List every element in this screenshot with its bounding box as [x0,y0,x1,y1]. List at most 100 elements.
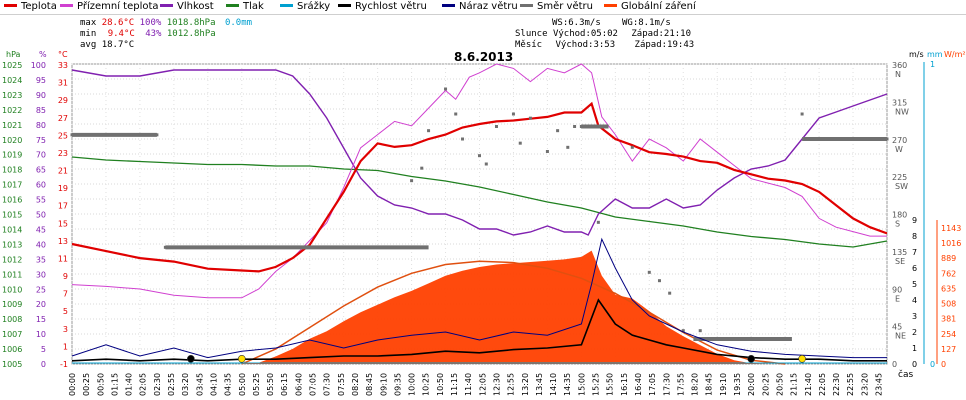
axis-x-tick: 14:35 [563,373,572,396]
axis-x-tick: 07:30 [323,373,332,396]
axis-pct-unit: % [39,50,47,59]
axis-wm2-tick: 254 [941,330,956,339]
legend-swatch [604,3,617,7]
axis-temp-tick: 3 [63,325,68,334]
stat-max: max 28.6°C 100% 1018.8hPa 0.0mm [80,18,252,28]
axis-wm2-unit: W/m² [944,50,966,59]
axis-x-tick: 19:35 [733,373,742,396]
axis-temp-tick: 5 [63,307,68,316]
axis-temp-unit: °C [58,50,68,59]
axis-hpa-tick: 1007 [2,330,22,339]
axis-hpa-tick: 1012 [2,255,22,264]
axis-hpa-tick: 1023 [2,91,22,100]
axis-x-tick: 13:45 [535,373,544,396]
stat-wg: WG:8.1m/s [622,18,671,28]
legend-swatch [280,3,293,7]
axis-x-tick: 06:15 [280,373,289,396]
axis-x-tick: 04:10 [209,373,218,396]
axis-pct-tick: 50 [36,211,46,220]
axis-x-tick: 16:40 [634,373,643,396]
series-smer-vetru-point [478,154,481,158]
axis-x-tick: 12:55 [507,373,516,396]
legend-item: Tlak [226,1,264,12]
stat-avg: avg 18.7°C [80,40,134,50]
stat-min-temp: 9.4°C [107,29,135,39]
axis-ms-tick: 2 [912,328,917,337]
series-smer-vetru-point [810,137,814,141]
legend-item: Vlhkost [160,1,214,12]
axis-x-tick: 20:25 [761,373,770,396]
axis-wm2-tick: 889 [941,254,956,263]
axis-hpa-tick: 1022 [2,106,22,115]
stat-max-rain: 0.0mm [224,18,253,28]
series-smer-vetru-point [528,116,532,120]
series-smer-vetru-point [461,137,465,141]
axis-x-tick: 21:15 [790,373,799,396]
series-smer-vetru-point [681,329,685,333]
axis-x-tick: 19:10 [719,373,728,396]
legend-bar: Teplota Přízemní teplota Vlhkost Tlak Srážky… [0,0,966,15]
axis-hpa-tick: 1024 [2,76,22,85]
series-smer-vetru-point [579,125,583,128]
series-smer-vetru-point [376,245,380,249]
axis-hpa-tick: 1008 [2,315,22,324]
axis-x-tick: 13:20 [521,373,530,396]
series-smer-vetru-point [698,329,702,333]
axis-hpa-tick: 1020 [2,136,22,145]
axis-pct-tick: 65 [36,166,46,175]
axis-x-label: čas [898,369,913,380]
axis-hpa-tick: 1018 [2,166,22,175]
axis-hpa-tick: 1010 [2,285,22,294]
axis-hpa-tick: 1025 [2,61,22,70]
series-smer-vetru-point [657,279,661,283]
axis-x-tick: 20:50 [775,373,784,396]
axis-pct-tick: 0 [41,360,46,369]
series-smer-vetru-point [573,125,577,128]
stat-min: min 9.4°C 43% 1012.8hPa [80,29,216,39]
series-smer-vetru-point [163,245,167,249]
series-smer-vetru-point [545,150,549,153]
axis-temp-tick: 31 [58,79,68,88]
legend-label: Přízemní teplota [77,1,159,12]
legend-swatch [442,3,455,7]
axis-dir-tick: 45 [892,323,902,332]
axis-x-tick: 22:55 [846,373,855,396]
axis-temp-tick: 13 [58,237,68,246]
axis-pct-tick: 20 [36,300,46,309]
stat-ws: WS:6.3m/s [552,18,601,28]
axis-x-tick: 21:40 [804,373,813,396]
axis-temp-tick: 17 [58,202,68,211]
axis-wm2-tick: 381 [941,315,956,324]
axis-dir-tick: 90 [892,285,902,294]
axis-x-tick: 15:50 [606,373,615,396]
axis-temp-tick: 9 [63,272,68,281]
axis-dir-label: NE [895,332,906,341]
axis-wm2-tick: 508 [941,300,956,309]
series-smer-vetru-point [556,129,560,133]
axis-ms-tick: 9 [912,216,917,225]
axis-ms-unit: m/s [909,50,924,59]
legend-item: Teplota [4,1,57,12]
legend-swatch [160,3,173,7]
axis-hpa-tick: 1015 [2,211,22,220]
axis-x-tick: 14:10 [549,373,558,396]
axis-x-tick: 07:55 [337,373,346,396]
axis-temp-tick: 11 [58,254,68,263]
axis-x-tick: 17:05 [648,373,657,396]
axis-wm2-tick: 0 [941,360,946,369]
axis-temp-tick: 25 [58,131,68,140]
axis-dir-tick: 360 [892,61,907,70]
axis-hpa-tick: 1021 [2,121,22,130]
series-smer-vetru-point [427,129,431,133]
stat-max-temp: 28.6°C [101,18,135,28]
axis-dir-label: NW [895,107,909,116]
axis-hpa-tick: 1017 [2,181,22,190]
series-rychlost-vetru [71,298,887,362]
stat-min-press: 1012.8hPa [166,29,216,39]
stat-sun: Slunce Východ:05:02 Západ:21:10 [515,29,691,39]
axis-x-tick: 23:20 [860,373,869,396]
legend-item: Náraz větru [442,1,518,12]
axis-x-tick: 10:25 [422,373,431,396]
legend-item: Směr větru [520,1,593,12]
axis-x-tick: 02:05 [139,373,148,396]
